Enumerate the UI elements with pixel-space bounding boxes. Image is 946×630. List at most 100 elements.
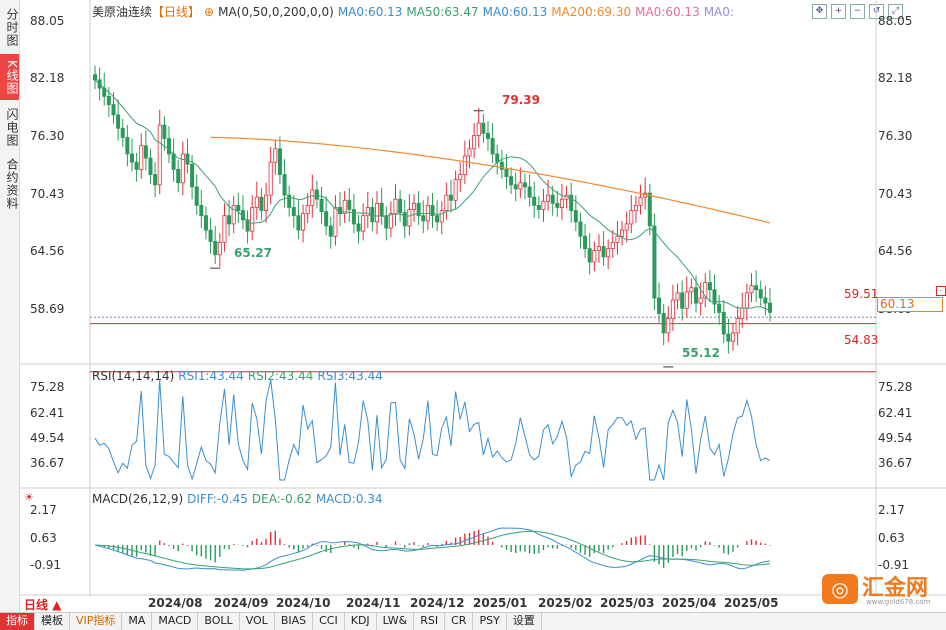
move-icon[interactable]: ✥ bbox=[812, 4, 827, 19]
logo-text: 汇金网 bbox=[862, 576, 929, 601]
line-handle-icon[interactable]: - bbox=[936, 286, 946, 296]
macd-settings-icon[interactable]: ☀ bbox=[24, 491, 34, 504]
x-label-3: 2024/11 bbox=[346, 596, 401, 610]
tab-templates[interactable]: 模板 bbox=[35, 613, 70, 630]
macd-header: MACD(26,12,9) DIFF:-0.45 DEA:-0.62 MACD:0.3… bbox=[92, 492, 387, 506]
candle-body bbox=[610, 242, 615, 250]
candle-body bbox=[106, 95, 111, 105]
candle-body bbox=[231, 205, 236, 225]
candle-body bbox=[712, 289, 717, 305]
candle-body bbox=[670, 299, 675, 319]
candle-body bbox=[435, 215, 440, 223]
price-axis-right-0: 88.05 bbox=[878, 14, 913, 28]
candle-body bbox=[689, 287, 694, 293]
macd-axis-right-0: 2.17 bbox=[878, 503, 905, 517]
tab-kdj[interactable]: KDJ bbox=[345, 613, 377, 630]
candle-body bbox=[328, 225, 333, 237]
candle-body bbox=[583, 235, 588, 250]
candle-body bbox=[721, 311, 726, 335]
candle-body bbox=[347, 199, 352, 210]
tab-cr[interactable]: CR bbox=[445, 613, 474, 630]
macd-axis-left-2: -0.91 bbox=[30, 558, 62, 572]
candle-body bbox=[273, 148, 278, 163]
candle-body bbox=[458, 174, 463, 181]
settings-icon[interactable]: ⊕ bbox=[204, 5, 215, 19]
tab-vol[interactable]: VOL bbox=[240, 613, 275, 630]
chart-header: 美原油连续【日线】 ⊕ MA(0,50,0,200,0,0) MA0:60.13 MA5… bbox=[92, 3, 738, 20]
candle-body bbox=[324, 211, 329, 227]
zoom-out-icon[interactable]: − bbox=[850, 4, 865, 19]
current-price-tag: 60.13 bbox=[877, 297, 943, 312]
low-annotation-2: 55.12 bbox=[682, 346, 720, 360]
candle-body bbox=[93, 74, 98, 81]
period-selector[interactable]: 日线 ▲ bbox=[24, 598, 62, 612]
candle-body bbox=[569, 194, 574, 211]
candle-body bbox=[361, 215, 366, 232]
tab-contract-info[interactable]: 合约资料 bbox=[5, 158, 19, 210]
candle-body bbox=[185, 153, 190, 165]
candle-body bbox=[398, 198, 403, 214]
candle-body bbox=[675, 292, 680, 301]
candle-body bbox=[351, 209, 356, 225]
candle-body bbox=[444, 194, 449, 211]
tab-settings[interactable]: 设置 bbox=[507, 613, 542, 630]
x-label-5: 2025/01 bbox=[473, 596, 528, 610]
tab-time-chart[interactable]: 分时图 bbox=[5, 7, 19, 47]
candle-body bbox=[393, 198, 398, 215]
ma200-value: MA200:69.30 bbox=[551, 5, 632, 19]
candle-body bbox=[694, 287, 699, 304]
tab-rsi[interactable]: RSI bbox=[414, 613, 446, 630]
candle-body bbox=[754, 285, 759, 291]
tab-indicators[interactable]: 指标 bbox=[0, 613, 35, 630]
candle-body bbox=[601, 246, 606, 258]
candle-body bbox=[495, 153, 500, 163]
tab-lightning-chart[interactable]: 闪电图 bbox=[5, 107, 19, 147]
x-label-6: 2025/02 bbox=[538, 596, 593, 610]
candle-body bbox=[666, 318, 671, 334]
candle-body bbox=[550, 194, 555, 204]
brand-logo: ◎ 汇金网 bbox=[822, 574, 928, 604]
candle-body bbox=[740, 307, 745, 319]
candle-body bbox=[758, 289, 763, 299]
tab-lw[interactable]: LW& bbox=[377, 613, 415, 630]
candle-body bbox=[157, 124, 162, 186]
tab-cci[interactable]: CCI bbox=[313, 613, 345, 630]
candle-body bbox=[287, 194, 292, 208]
tab-vip-indicators[interactable]: VIP指标 bbox=[70, 613, 123, 630]
tab-psy[interactable]: PSY bbox=[473, 613, 507, 630]
candle-body bbox=[606, 248, 611, 258]
candle-body bbox=[726, 333, 731, 342]
ma50-value: MA50:63.47 bbox=[406, 5, 479, 19]
low-annotation-1: 65.27 bbox=[234, 246, 272, 260]
candle-body bbox=[301, 213, 306, 231]
macd-axis-right-2: -0.91 bbox=[878, 558, 910, 572]
macd-label: MACD(26,12,9) bbox=[92, 492, 184, 506]
tab-kline-chart[interactable]: K线图 bbox=[0, 54, 19, 100]
candle-body bbox=[768, 302, 773, 313]
fullscreen-icon[interactable]: ⤢ bbox=[888, 4, 903, 19]
zoom-in-icon[interactable]: + bbox=[831, 4, 846, 19]
sidebar: 分时图 K线图 闪电图 合约资料 bbox=[0, 0, 20, 612]
candle-body bbox=[407, 209, 412, 227]
tab-boll[interactable]: BOLL bbox=[198, 613, 240, 630]
rsi-axis-left-1: 62.41 bbox=[30, 406, 65, 420]
candle-body bbox=[250, 207, 255, 232]
chart-canvas[interactable] bbox=[0, 0, 946, 612]
x-label-9: 2025/05 bbox=[724, 596, 779, 610]
rsi-label: RSI(14,14,14) bbox=[92, 369, 175, 383]
candle-body bbox=[698, 297, 703, 304]
ma1-value: MA0:60.13 bbox=[337, 5, 403, 19]
candle-body bbox=[499, 161, 504, 170]
candle-body bbox=[462, 155, 467, 175]
tab-macd[interactable]: MACD bbox=[152, 613, 199, 630]
tab-bias[interactable]: BIAS bbox=[275, 613, 314, 630]
tab-ma[interactable]: MA bbox=[122, 613, 153, 630]
rsi3-value: RSI3:43.44 bbox=[317, 369, 383, 383]
x-label-8: 2025/04 bbox=[662, 596, 717, 610]
candle-body bbox=[310, 189, 315, 206]
candle-body bbox=[412, 202, 417, 210]
candle-body bbox=[305, 205, 310, 215]
x-label-0: 2024/08 bbox=[148, 596, 203, 610]
candle-body bbox=[592, 250, 597, 263]
rsi2-value: RSI2:43.44 bbox=[247, 369, 314, 383]
